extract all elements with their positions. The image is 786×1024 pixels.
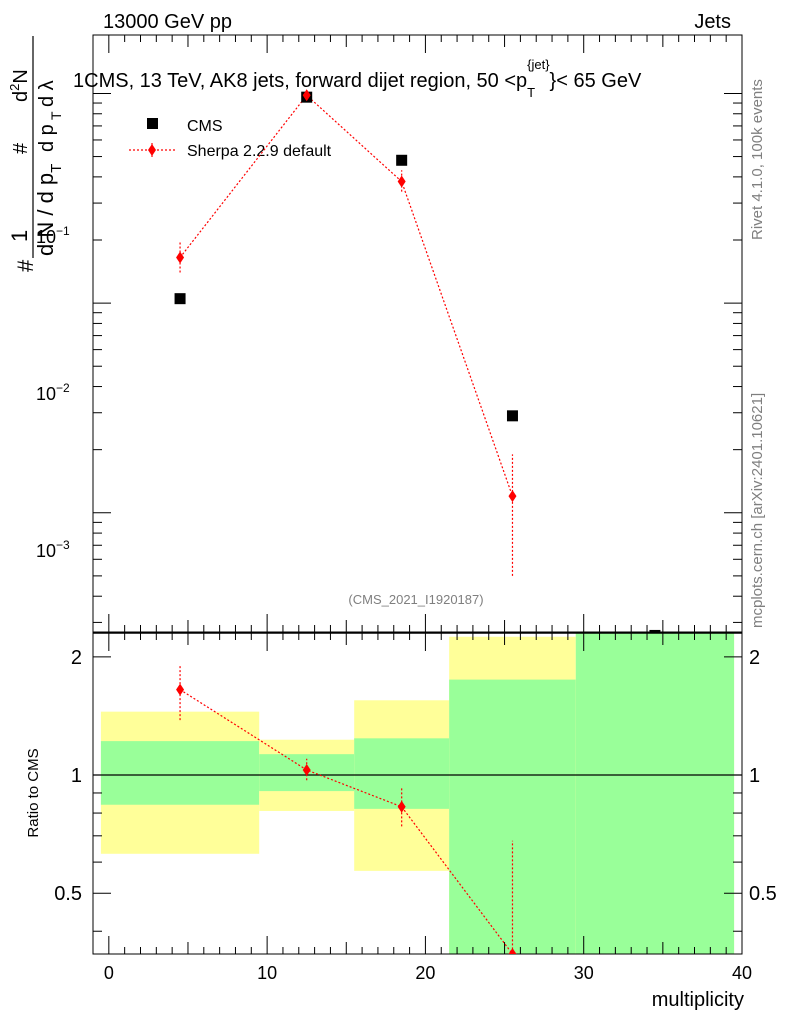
mc-point <box>176 251 185 264</box>
x-tick-label: 0 <box>104 963 114 983</box>
ratio-point <box>176 683 185 696</box>
legend-cms-label: CMS <box>187 118 223 135</box>
legend-mc-marker <box>148 144 156 156</box>
ratio-point <box>508 948 517 954</box>
main-y-tick-label: 10−2 <box>36 381 70 404</box>
x-tick-label: 30 <box>574 963 594 983</box>
ratio-y-tick-label-right: 1 <box>749 765 760 787</box>
ratio-y-tick-label: 0.5 <box>54 883 82 905</box>
svg-text:d2N: d2N <box>7 69 32 102</box>
title-end: }< 65 GeV <box>550 70 642 92</box>
ratio-bands <box>93 633 742 954</box>
main-frame <box>92 34 743 633</box>
ratio-y-tick-label-right: 0.5 <box>749 883 777 905</box>
analysis-id: (CMS_2021_I1920187) <box>348 592 483 607</box>
rivet-version: Rivet 4.1.0, 100k events <box>749 79 766 240</box>
legend-mc-label: Sherpa 2.2.9 default <box>187 143 332 160</box>
cms-point <box>174 293 186 305</box>
mc-line <box>179 94 514 497</box>
axis-ticks <box>93 35 743 954</box>
ratio-y-tick-labels: 2 2 1 1 0.5 0.5 <box>54 647 777 905</box>
title-prefix: 1 <box>73 70 84 92</box>
legend-cms-marker <box>147 118 158 129</box>
header-left: 13000 GeV pp <box>103 11 232 33</box>
legend: CMS Sherpa 2.2.9 default <box>129 118 332 160</box>
ratio-y-tick-label: 2 <box>71 647 82 669</box>
ratio-point <box>302 763 311 776</box>
title-sup: {jet} <box>527 57 550 72</box>
header-right: Jets <box>694 11 731 33</box>
svg-text:#: # <box>10 142 32 154</box>
cms-point <box>649 629 661 632</box>
svg-text:#: # <box>13 259 38 272</box>
ratio-y-axis-label: Ratio to CMS <box>25 748 42 837</box>
band-stat <box>100 741 260 805</box>
ratio-line <box>179 689 513 954</box>
ratio-y-tick-label-right: 2 <box>749 647 760 669</box>
x-axis-label: multiplicity <box>652 989 744 1011</box>
mcplots-source: mcplots.cern.ch [arXiv:2401.10621] <box>749 393 766 628</box>
cms-point <box>506 410 518 422</box>
mc-point <box>302 89 311 102</box>
chart-title: 1CMS, 13 TeV, AK8 jets, forward dijet re… <box>73 57 642 100</box>
svg-text:d N / d pT: d N / d pT <box>33 164 65 256</box>
mc-point <box>397 175 406 188</box>
title-main: CMS, 13 TeV, AK8 jets, forward dijet reg… <box>84 70 527 92</box>
main-y-tick-label: 10−3 <box>36 538 70 561</box>
ratio-y-tick-label: 1 <box>71 765 82 787</box>
svg-text:d p: d p <box>36 124 58 152</box>
cms-point <box>396 154 408 166</box>
x-tick-label: 20 <box>415 963 435 983</box>
svg-text:T: T <box>48 111 64 120</box>
title-sub: T <box>527 85 535 100</box>
main-y-axis-label: # 1 d N / d pT # d p T d λ d2N <box>7 36 65 272</box>
svg-text:d λ: d λ <box>36 80 58 107</box>
band-stat <box>449 679 576 954</box>
main-data <box>174 89 661 632</box>
x-tick-labels: 0 10 20 30 40 <box>104 963 752 983</box>
band-stat <box>575 633 735 954</box>
x-tick-label: 40 <box>732 963 752 983</box>
svg-text:1: 1 <box>7 230 32 242</box>
ratio-point <box>397 800 406 813</box>
main-y-tick-labels: 10−1 10−2 10−3 <box>36 224 70 561</box>
x-tick-label: 10 <box>257 963 277 983</box>
ratio-data <box>176 665 517 954</box>
mc-point <box>508 490 517 503</box>
